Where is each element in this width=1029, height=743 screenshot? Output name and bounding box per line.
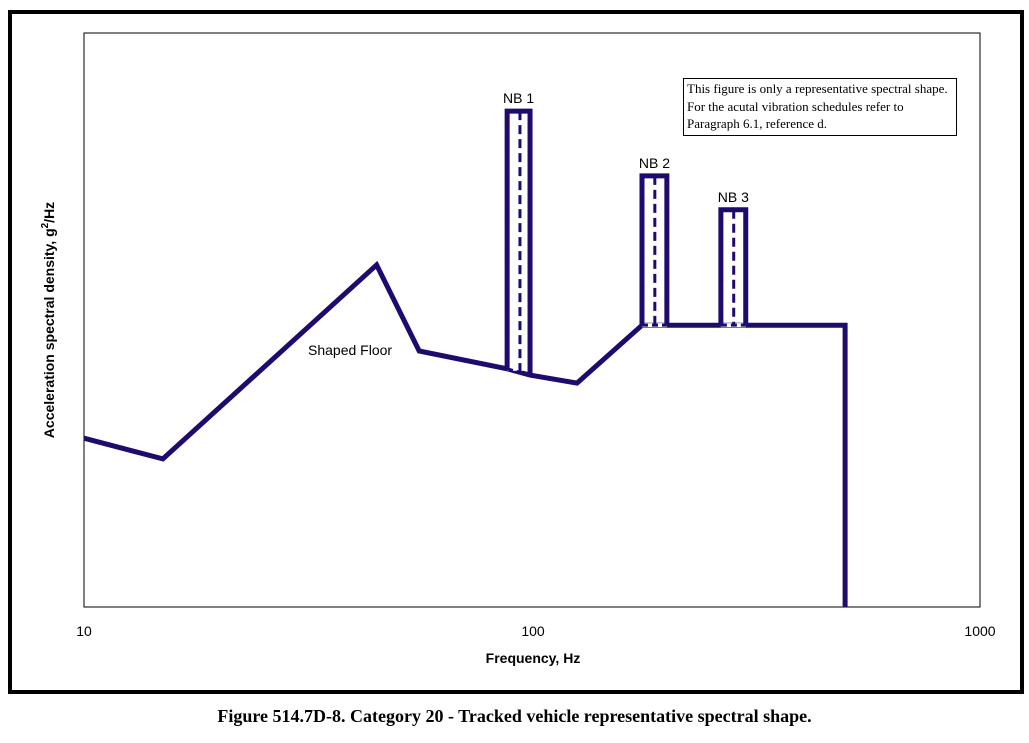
x-tick-label: 10 [76, 623, 92, 639]
narrowband-2-label: NB 2 [639, 155, 670, 171]
shaped-floor-line [83, 260, 848, 607]
narrowband-3-label: NB 3 [718, 189, 749, 205]
x-tick-label: 100 [521, 623, 545, 639]
narrowband-1-label: NB 1 [503, 90, 534, 106]
plot-area [83, 32, 981, 608]
narrowband-1-base-dashed [506, 367, 531, 377]
x-tick-label: 1000 [964, 623, 995, 639]
figure-frame [8, 10, 1024, 694]
figure-caption: Figure 514.7D-8. Category 20 - Tracked v… [217, 706, 812, 726]
x-axis-label: Frequency, Hz [486, 650, 581, 666]
shaped-floor-label: Shaped Floor [308, 342, 392, 358]
note-box: This figure is only a representative spe… [683, 78, 957, 136]
y-axis-label: Acceleration spectral density, g2/Hz [40, 202, 57, 438]
